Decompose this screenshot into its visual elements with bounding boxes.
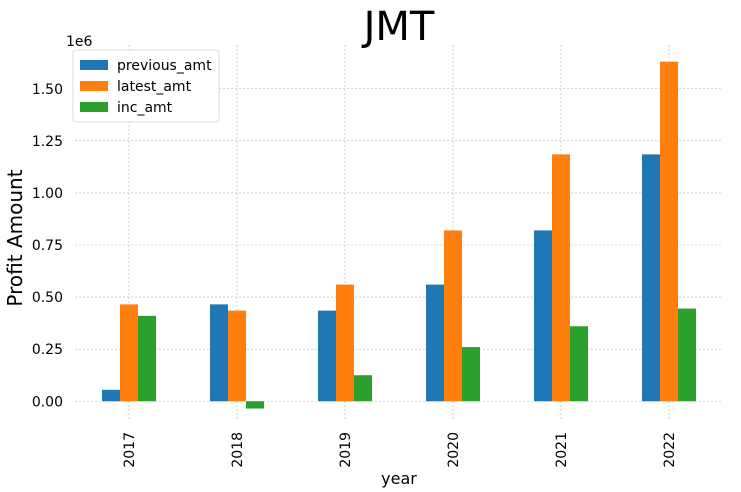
chart-title: JMT — [361, 4, 435, 50]
bar-previous_amt-2021 — [534, 230, 552, 402]
bar-latest_amt-2022 — [660, 61, 678, 402]
bar-latest_amt-2021 — [552, 154, 570, 402]
legend-label-previous_amt: previous_amt — [117, 58, 212, 74]
y-tick-label: 1.50 — [32, 82, 63, 98]
x-tick-label: 2020 — [446, 432, 462, 468]
x-tick-label: 2018 — [230, 432, 246, 468]
bar-latest_amt-2017 — [120, 304, 138, 402]
y-tick-label: 1.25 — [32, 134, 63, 150]
legend-swatch-inc_amt — [80, 102, 108, 112]
y-tick-label: 0.75 — [32, 238, 63, 254]
bar-previous_amt-2020 — [426, 284, 444, 402]
bar-previous_amt-2018 — [210, 304, 228, 402]
legend-box — [72, 49, 220, 123]
y-tick-label: 0.25 — [32, 342, 63, 358]
bar-inc_amt-2019 — [354, 375, 372, 402]
legend: previous_amt latest_amt inc_amt — [72, 49, 220, 123]
x-tick-label: 2022 — [662, 432, 678, 468]
bar-previous_amt-2022 — [642, 154, 660, 402]
bar-inc_amt-2022 — [678, 308, 696, 402]
legend-swatch-latest_amt — [80, 81, 108, 91]
y-tick-label: 0.50 — [32, 290, 63, 306]
legend-label-latest_amt: latest_amt — [117, 79, 192, 95]
y-tick-label: 1.00 — [32, 186, 63, 202]
x-tick-label: 2019 — [338, 432, 354, 468]
bar-inc_amt-2020 — [462, 347, 480, 402]
bar-inc_amt-2021 — [570, 326, 588, 402]
x-axis-ticks: 2017 2018 2019 2020 2021 2022 — [122, 432, 678, 468]
legend-swatch-previous_amt — [80, 60, 108, 70]
y-axis-title: Profit Amount — [3, 169, 27, 306]
bar-previous_amt-2019 — [318, 310, 336, 402]
bar-inc_amt-2017 — [138, 315, 156, 402]
bar-latest_amt-2020 — [444, 230, 462, 402]
legend-label-inc_amt: inc_amt — [117, 100, 173, 116]
bar-latest_amt-2019 — [336, 284, 354, 402]
y-axis-ticks: 0.00 0.25 0.50 0.75 1.00 1.25 1.50 — [32, 82, 63, 411]
bar-previous_amt-2017 — [102, 389, 120, 402]
y-tick-label: 0.00 — [32, 394, 63, 410]
bar-latest_amt-2018 — [228, 310, 246, 402]
x-axis-title: year — [381, 469, 417, 488]
bars — [102, 61, 696, 409]
x-tick-label: 2021 — [554, 432, 570, 468]
y-axis-offset-label: 1e6 — [66, 34, 93, 50]
x-tick-label: 2017 — [122, 432, 138, 468]
bar-inc_amt-2018 — [246, 401, 264, 409]
